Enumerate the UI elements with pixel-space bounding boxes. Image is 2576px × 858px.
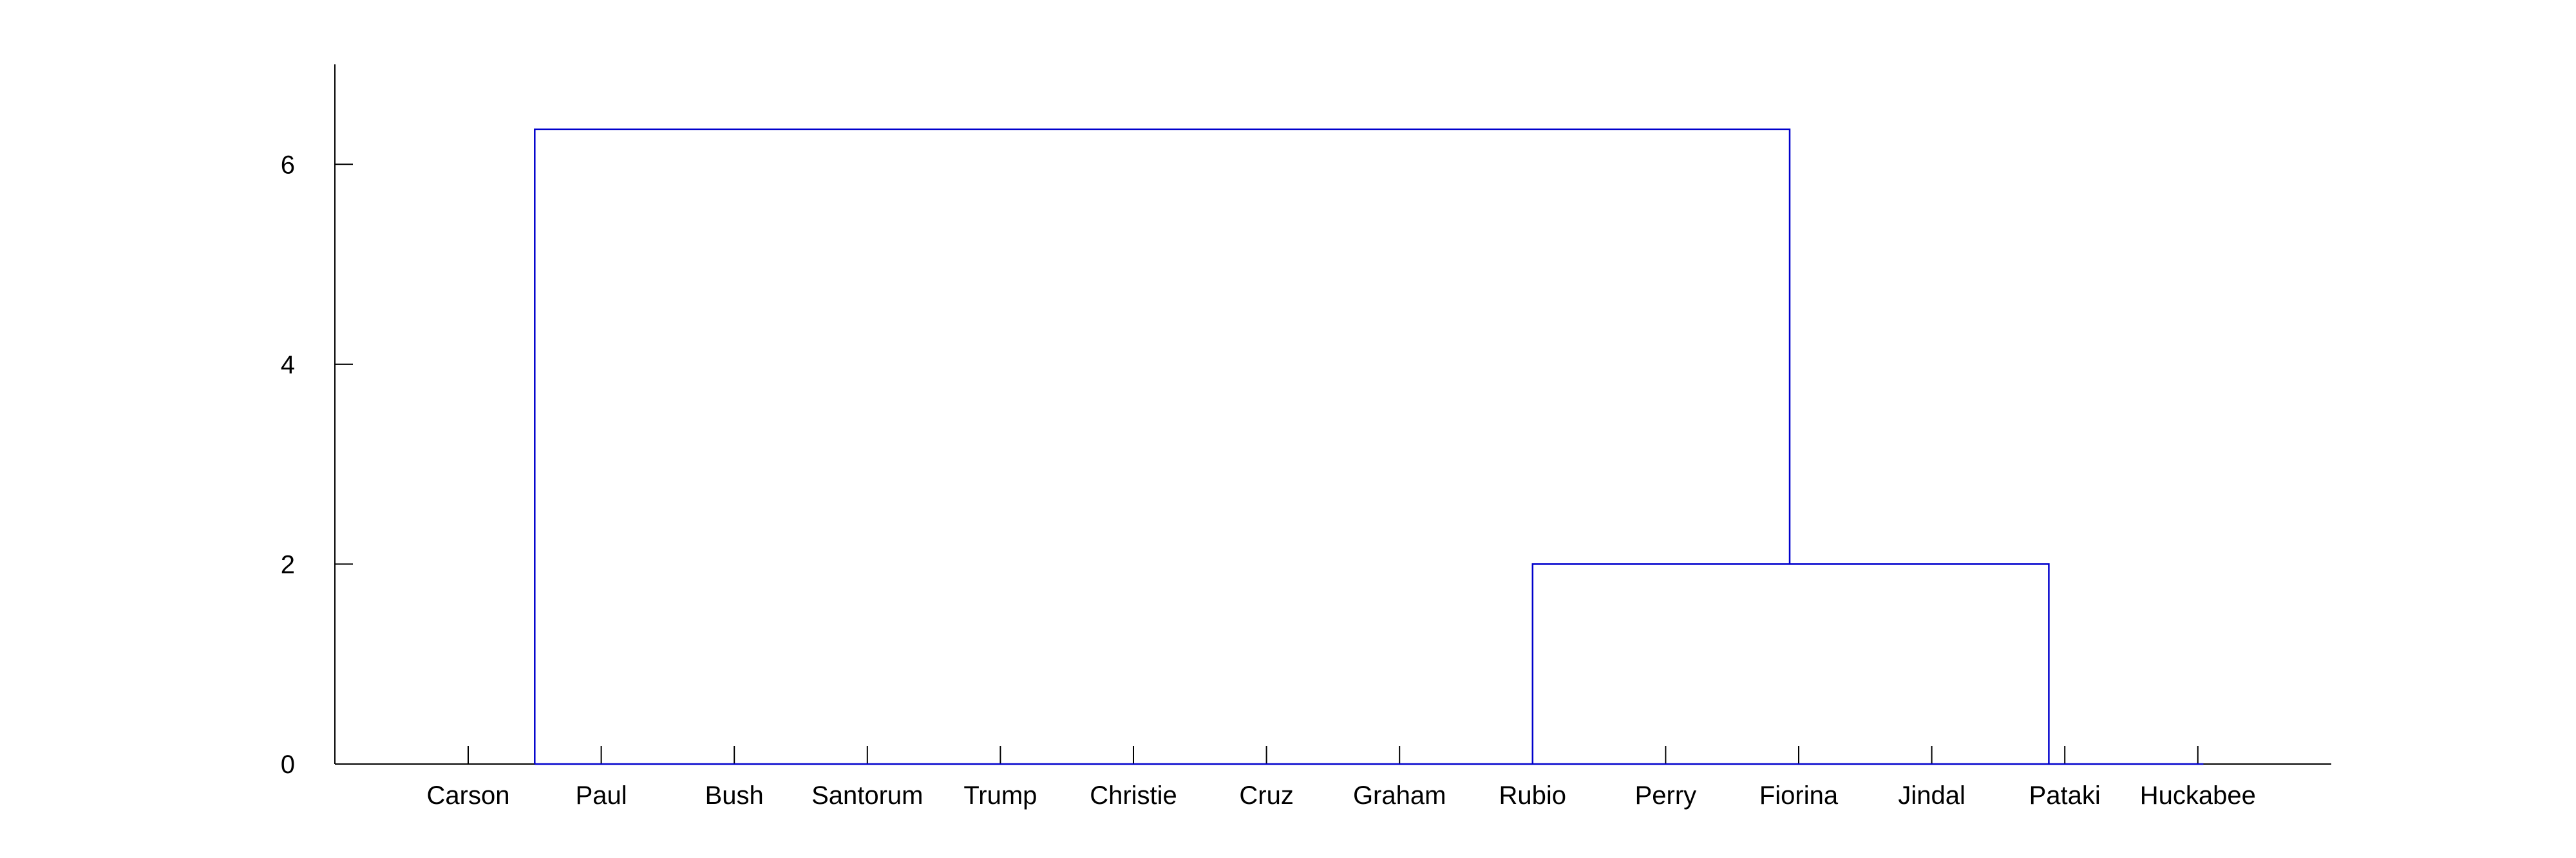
leaf-label-rubio: Rubio: [1499, 781, 1567, 810]
leaf-label-huckabee: Huckabee: [2140, 781, 2256, 810]
leaf-label-paul: Paul: [576, 781, 627, 810]
leaf-label-carson: Carson: [427, 781, 510, 810]
leaf-label-santorum: Santorum: [811, 781, 923, 810]
dendrogram-links: [534, 128, 2204, 765]
y-tick-label-6: 6: [281, 151, 295, 179]
leaf-label-bush: Bush: [705, 781, 764, 810]
leaf-label-christie: Christie: [1090, 781, 1177, 810]
x-ticks: Carson Paul Bush Santorum Trump Christie Cruz G…: [427, 746, 2256, 810]
leaf-label-fiorina: Fiorina: [1759, 781, 1839, 810]
leaf-label-trump: Trump: [963, 781, 1037, 810]
leaf-label-cruz: Cruz: [1239, 781, 1293, 810]
lower-merge-link: [1531, 563, 2050, 764]
y-ticks: 0 2 4 6: [281, 151, 353, 779]
top-merge-link: [534, 128, 1791, 764]
axes: [334, 64, 2331, 765]
y-tick-label-0: 0: [281, 751, 295, 779]
y-tick-label-2: 2: [281, 550, 295, 579]
leaf-label-pataki: Pataki: [2029, 781, 2101, 810]
leaf-label-jindal: Jindal: [1898, 781, 1965, 810]
leaf-label-graham: Graham: [1353, 781, 1446, 810]
y-tick-label-4: 4: [281, 351, 295, 379]
leaf-label-perry: Perry: [1635, 781, 1697, 810]
